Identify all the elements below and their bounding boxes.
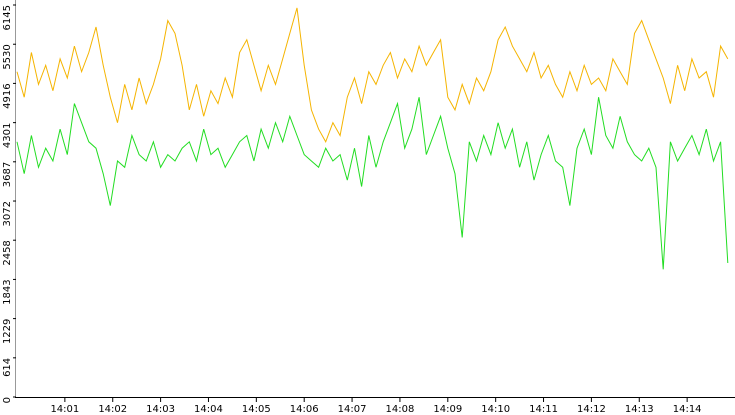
series-line: [16, 97, 729, 270]
x-tick-label: 14:06: [290, 404, 319, 415]
x-tick-label: 14:05: [242, 404, 271, 415]
x-tick-label: 14:11: [529, 404, 558, 415]
y-tick-label: 6145: [2, 5, 13, 30]
x-tick-label: 14:12: [577, 404, 606, 415]
series-line: [16, 7, 729, 143]
y-tick-label: 3687: [2, 162, 13, 187]
y-tick-label: 1229: [2, 319, 13, 344]
x-tick-label: 14:03: [146, 404, 175, 415]
y-tick-label: 3072: [2, 201, 13, 226]
y-tick-label: 5530: [2, 44, 13, 69]
y-tick-label: 4916: [2, 83, 13, 108]
x-tick-label: 14:08: [386, 404, 415, 415]
x-tick-label: 14:04: [194, 404, 223, 415]
x-tick-label: 14:14: [673, 404, 702, 415]
x-tick-label: 14:07: [338, 404, 367, 415]
x-tick-label: 14:02: [98, 404, 127, 415]
x-tick-label: 14:10: [481, 404, 510, 415]
y-tick-label: 1843: [2, 279, 13, 304]
y-tick-label: 0: [2, 397, 13, 403]
x-tick-label: 14:01: [50, 404, 79, 415]
y-tick-label: 4301: [2, 123, 13, 148]
y-tick-label: 2458: [2, 240, 13, 265]
x-tick-label: 14:13: [625, 404, 654, 415]
y-tick-label: 614: [2, 358, 13, 377]
x-tick-label: 14:09: [433, 404, 462, 415]
